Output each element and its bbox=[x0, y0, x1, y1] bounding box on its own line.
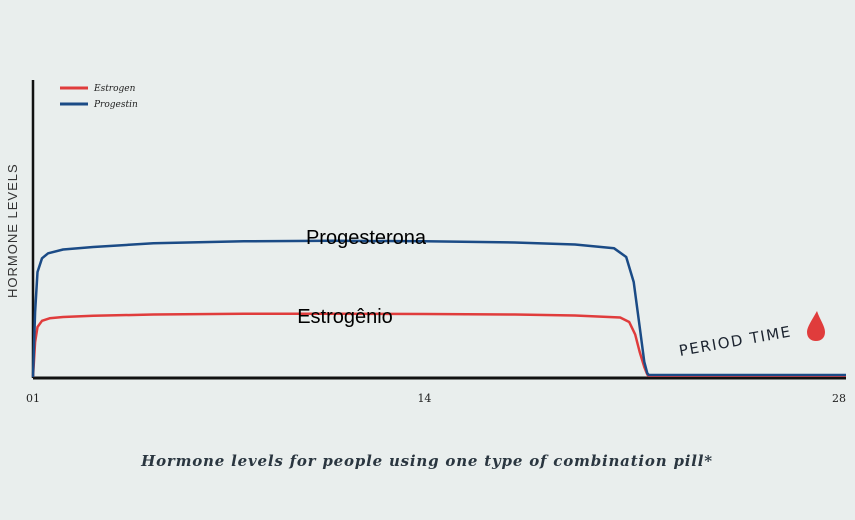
estrogen-line bbox=[31, 312, 846, 378]
y-axis-label: HORMONE LEVELS bbox=[5, 163, 20, 298]
period-time-label: PERIOD TIME bbox=[678, 322, 793, 360]
x-tick-label: 01 bbox=[26, 392, 40, 405]
progestin-inline-label: Progesterona bbox=[306, 227, 427, 249]
legend-label-progestin: Progestin bbox=[93, 100, 138, 110]
period-time-annotation: PERIOD TIME bbox=[678, 322, 793, 360]
legend: Estrogen Progestin bbox=[60, 84, 138, 110]
progestin-line bbox=[31, 239, 846, 378]
x-ticks: 01 14 28 bbox=[26, 392, 846, 405]
legend-label-estrogen: Estrogen bbox=[93, 84, 136, 94]
chart-caption: Hormone levels for people using one type… bbox=[140, 452, 713, 470]
estrogen-inline-label: Estrogênio bbox=[297, 306, 393, 328]
blood-drop-icon bbox=[807, 311, 825, 341]
x-tick-label: 28 bbox=[832, 392, 846, 405]
x-tick-label: 14 bbox=[417, 392, 431, 405]
